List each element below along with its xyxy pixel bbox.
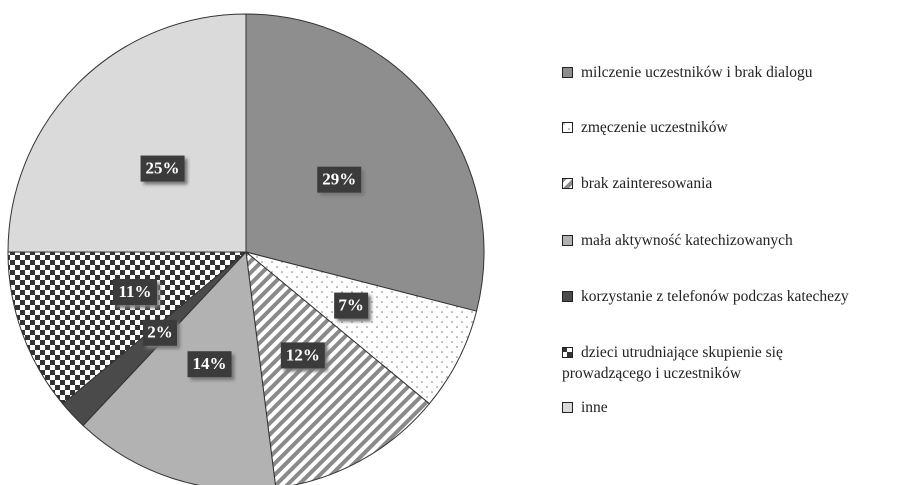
legend-swatch [562, 67, 573, 78]
legend-label: brak zainteresowania [581, 175, 713, 192]
data-label-text: 14% [193, 354, 227, 373]
pie-slice [245, 251, 478, 405]
data-label: 2% [142, 319, 177, 346]
legend-swatch-fill [562, 122, 573, 133]
legend-item: brak zainteresowania [562, 173, 712, 194]
legend-label: korzystanie z telefonów podczas katechez… [581, 288, 849, 305]
legend-swatch [562, 347, 573, 358]
data-label: 14% [187, 351, 232, 378]
legend-label: milczenie uczestników i brak dialogu [581, 64, 813, 81]
data-label-box [142, 319, 177, 346]
legend-swatch [562, 122, 573, 133]
data-label: 11% [112, 278, 157, 305]
legend-swatch-fill [562, 402, 573, 413]
legend-swatch-fill [562, 291, 573, 302]
legend-label: dzieci utrudniające skupienie się prowad… [562, 344, 783, 382]
legend-label: mała aktywność katechizowanych [581, 232, 793, 249]
legend-label: zmęczenie uczestników [581, 119, 728, 136]
data-label-text: 7% [338, 295, 364, 314]
legend-swatch [562, 235, 573, 246]
data-label-box [280, 342, 325, 369]
data-label-text: 2% [147, 323, 173, 342]
legend-item: mała aktywność katechizowanych [562, 230, 793, 251]
legend-swatch [562, 178, 573, 189]
data-label-box [112, 278, 157, 305]
legend-swatch-fill [562, 347, 573, 358]
legend-swatch-fill [562, 67, 573, 78]
data-label-box [140, 155, 185, 182]
legend-swatch [562, 402, 573, 413]
data-label: 25% [140, 155, 185, 182]
legend-item: korzystanie z telefonów podczas katechez… [562, 286, 849, 307]
data-label-text: 29% [322, 170, 356, 189]
data-label: 12% [280, 342, 325, 369]
pie-slice [7, 251, 248, 405]
data-label-text: 11% [118, 282, 151, 301]
pie-slice [245, 250, 431, 485]
legend-item: milczenie uczestników i brak dialogu [562, 62, 813, 83]
legend-swatch-fill [562, 235, 573, 246]
data-label-box [317, 166, 362, 193]
legend-item: zmęczenie uczestników [562, 117, 728, 138]
legend-item: dzieci utrudniające skupienie się prowad… [562, 342, 783, 384]
data-label: 7% [334, 292, 369, 319]
pie-slice [245, 13, 485, 312]
pie-slice [7, 13, 247, 253]
legend-item: inne [562, 397, 608, 418]
legend-swatch-fill [562, 178, 573, 189]
data-label-box [187, 351, 232, 378]
legend-swatch [562, 291, 573, 302]
data-label-text: 25% [146, 158, 180, 177]
pie-slice [82, 250, 276, 485]
legend-label: inne [581, 399, 608, 416]
data-label-text: 12% [286, 345, 320, 364]
data-label: 29% [317, 166, 362, 193]
data-label-box [334, 292, 369, 319]
